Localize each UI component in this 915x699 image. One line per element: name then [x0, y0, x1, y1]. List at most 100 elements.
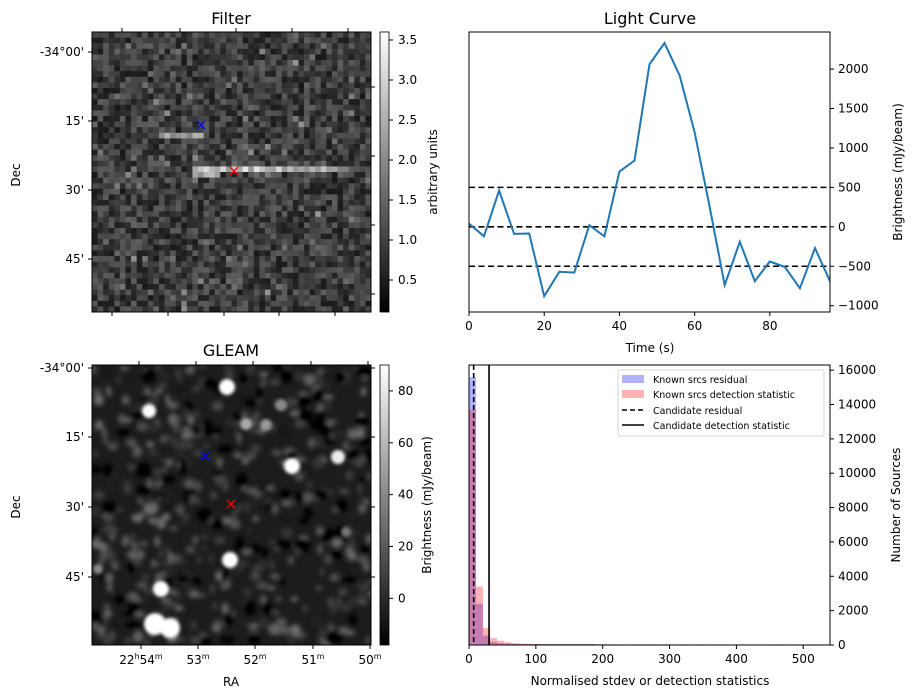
gleam-ylabel: Dec	[9, 495, 23, 518]
histogram-bar	[560, 643, 568, 645]
noise-blob	[212, 602, 218, 610]
filter-panel: Filter -34°00' 15' 30' 45' Dec 0.5 1.0 1.5 2.0…	[9, 9, 440, 316]
marker-stroke	[229, 166, 239, 176]
noise-dark-blob	[316, 409, 324, 421]
dec-tick-label: 45'	[65, 252, 84, 266]
x-tick-label: 100	[524, 652, 547, 666]
histogram-bar	[469, 377, 477, 645]
x-tick-label: 0	[465, 652, 473, 666]
colorbar-tick-label: 1.0	[398, 233, 417, 247]
noise-blob	[138, 541, 149, 547]
noise-blob	[286, 396, 293, 402]
noise-blob	[116, 376, 121, 384]
noise-blob	[273, 475, 280, 482]
noise-blob	[338, 626, 349, 634]
noise-blob	[239, 618, 245, 626]
noise-blob	[266, 485, 276, 491]
y-tick-label: 12000	[838, 432, 876, 446]
noise-blob	[350, 511, 356, 520]
histogram-bar	[476, 586, 484, 645]
colorbar-tick-label: 3.5	[398, 33, 417, 47]
y-tick-label: 8000	[838, 501, 869, 515]
noise-dark-blob	[135, 462, 151, 478]
noise-blob	[338, 588, 347, 596]
noise-blob	[306, 481, 313, 489]
noise-blob	[211, 401, 224, 411]
noise-blob	[185, 546, 196, 554]
noise-blob	[147, 513, 159, 520]
noise-dark-blob	[312, 388, 325, 402]
y-tick-label: 2000	[838, 62, 869, 76]
y-tick-label: 500	[838, 180, 861, 194]
gleam-markers	[200, 451, 236, 509]
noise-blob	[312, 457, 325, 469]
noise-blob	[270, 573, 280, 580]
histogram-x-ticks: 0 100 200 300 400 500	[465, 645, 815, 666]
noise-blob	[246, 496, 259, 508]
noise-blob	[260, 379, 267, 387]
noise-blob	[365, 636, 371, 645]
lightcurve-y-ticks: −1000 −500 0 500 1000 1500 2000	[830, 62, 879, 313]
noise-dark-blob	[196, 508, 212, 522]
noise-blob	[136, 581, 149, 589]
y-tick-label: 2000	[838, 604, 869, 618]
histogram-bar	[588, 643, 596, 645]
noise-dark-blob	[192, 426, 201, 436]
noise-blob	[154, 536, 161, 547]
colorbar-tick-label: 80	[398, 384, 413, 398]
noise-blob	[163, 466, 168, 473]
noise-blob	[357, 483, 363, 495]
noise-dark-blob	[262, 600, 272, 616]
noise-blob	[267, 585, 276, 591]
noise-dark-blob	[92, 526, 98, 541]
colorbar-tick-label: 2.5	[398, 113, 417, 127]
noise-blob	[170, 554, 182, 564]
noise-blob	[139, 598, 149, 608]
noise-blob	[159, 605, 167, 617]
noise-dark-blob	[232, 412, 244, 421]
gleam-title: GLEAM	[203, 341, 259, 360]
histogram-bars	[469, 377, 813, 645]
noise-blob	[249, 429, 257, 434]
dec-tick-label: 30'	[65, 183, 84, 197]
noise-blob	[148, 421, 159, 434]
noise-blob	[144, 502, 154, 515]
gleam-colorbar-ticks: 0 20 40 60 80	[389, 384, 413, 605]
noise-dark-blob	[127, 601, 141, 613]
noise-blob	[360, 386, 367, 397]
noise-blob	[102, 617, 107, 629]
noise-blob	[105, 480, 117, 492]
noise-blob	[147, 496, 152, 507]
noise-blob	[317, 543, 323, 555]
x-tick-label: 60	[687, 319, 702, 333]
dec-tick-label: -34°00'	[40, 361, 84, 375]
noise-blob	[107, 582, 113, 593]
noise-blob	[208, 553, 214, 564]
x-tick-label: 200	[591, 652, 614, 666]
noise-blob	[195, 417, 203, 428]
noise-blob	[185, 478, 195, 490]
noise-blob	[178, 637, 183, 641]
histogram-bar	[483, 635, 491, 645]
noise-blob	[110, 534, 115, 541]
noise-blob	[154, 388, 164, 395]
point-source	[160, 618, 180, 638]
noise-blob	[322, 394, 334, 400]
noise-blob	[92, 622, 100, 631]
noise-dark-blob	[219, 636, 235, 644]
noise-blob	[232, 510, 237, 521]
gleam-xlabel: RA	[223, 675, 240, 689]
dec-tick-label: 30'	[65, 500, 84, 514]
histogram-bar	[518, 643, 526, 645]
noise-blob	[257, 560, 268, 570]
noise-dark-blob	[239, 373, 248, 386]
noise-blob	[162, 458, 167, 464]
noise-blob	[340, 562, 348, 571]
noise-blob	[195, 593, 206, 598]
noise-blob	[182, 426, 191, 436]
noise-blob	[332, 538, 342, 548]
gleam-colorbar	[379, 364, 390, 646]
noise-dark-blob	[210, 518, 225, 530]
noise-blob	[242, 411, 248, 420]
lightcurve-series-line	[469, 41, 830, 299]
